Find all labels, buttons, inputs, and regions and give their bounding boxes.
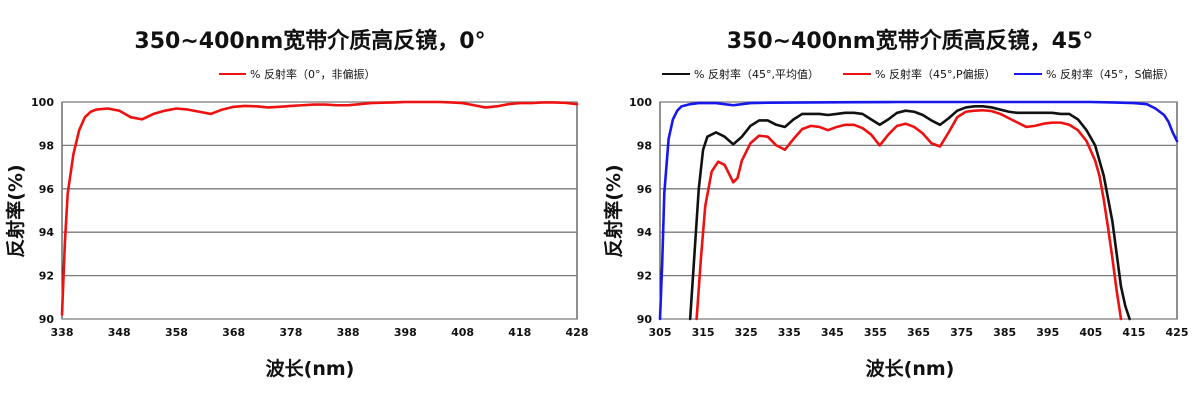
chart-right-y-axis-label: 反射率(%) [602,164,625,257]
chart-right-series-line-0 [688,105,1131,321]
chart-left-x-tick-label: 418 [508,326,531,339]
chart-right-y-tick-label: 100 [629,96,652,109]
chart-right-x-tick-label: 405 [1079,326,1102,339]
chart-left-y-tick-label: 94 [39,226,55,239]
chart-right-x-tick-label: 365 [907,326,930,339]
chart-right-x-tick-label: 315 [692,326,715,339]
chart-right: 350~400nm宽带介质高反镜，45° % 反射率（45°,平均值） % 反射… [602,28,1188,380]
chart-right-x-tick-label: 395 [1036,326,1059,339]
chart-right-y-tick-label: 92 [637,270,652,283]
chart-right-y-tick-label: 96 [637,183,653,196]
chart-left-x-tick-label: 428 [566,326,589,339]
chart-right-x-tick-label: 325 [735,326,758,339]
chart-left-x-tick-label: 388 [337,326,360,339]
chart-left-x-tick-label: 358 [165,326,188,339]
chart-left-x-tick-label: 338 [51,326,74,339]
chart-right-y-tick-label: 90 [637,313,653,326]
chart-left-x-tick-label: 408 [451,326,474,339]
chart-left-y-tick-label: 90 [39,313,55,326]
chart-right-legend-label-1: % 反射率（45°,P偏振） [875,67,996,81]
chart-left-legend-label-0: % 反射率（0°，非偏振） [250,67,375,81]
chart-right-x-tick-label: 355 [864,326,887,339]
chart-right-legend-label-0: % 反射率（45°,平均值） [694,67,819,81]
chart-right-y-ticks: 90 92 94 96 98 100 [629,96,652,326]
chart-right-y-tick-label: 94 [637,226,653,239]
chart-left-title: 350~400nm宽带介质高反镜，0° [134,28,485,54]
chart-left-x-tick-label: 368 [222,326,245,339]
chart-right-x-tick-label: 305 [649,326,672,339]
chart-right-x-tick-label: 425 [1166,326,1189,339]
chart-right-plot-frame [659,101,1178,320]
chart-right-x-axis-label: 波长(nm) [866,357,955,380]
chart-right-series-line-1 [695,108,1123,321]
chart-left-y-tick-label: 98 [39,139,54,152]
chart-right-x-tick-label: 415 [1122,326,1145,339]
chart-right-series [658,100,1179,321]
chart-right-y-tick-label: 98 [637,139,652,152]
chart-left: 350~400nm宽带介质高反镜，0° % 反射率（0°，非偏振） 90 92 94… [4,28,588,380]
chart-right-legend: % 反射率（45°,平均值） % 反射率（45°,P偏振） % 反射率（45°，… [662,67,1174,81]
chart-right-x-ticks: 305 315 325 335 345 355 365 375 385 395 405 415 425 [649,326,1189,339]
chart-left-gridlines [62,101,577,320]
chart-left-x-tick-label: 398 [394,326,417,339]
chart-right-x-tick-label: 345 [821,326,844,339]
chart-left-y-tick-label: 92 [39,270,54,283]
chart-left-x-axis-label: 波长(nm) [266,357,355,380]
chart-left-x-tick-label: 378 [279,326,302,339]
chart-right-x-tick-label: 385 [993,326,1016,339]
chart-left-y-tick-label: 100 [31,96,54,109]
chart-right-title: 350~400nm宽带介质高反镜，45° [727,28,1093,54]
chart-left-series [60,100,579,316]
chart-left-legend: % 反射率（0°，非偏振） [219,67,375,81]
chart-right-series-line-2 [658,100,1179,321]
chart-left-y-tick-label: 96 [39,183,55,196]
chart-left-y-axis-label: 反射率(%) [4,164,27,257]
chart-right-x-tick-label: 375 [950,326,973,339]
chart-right-legend-label-2: % 反射率（45°，S偏振） [1046,67,1174,81]
chart-left-x-tick-label: 348 [108,326,131,339]
chart-left-plot-frame [61,101,578,320]
chart-left-y-ticks: 90 92 94 96 98 100 [31,96,54,326]
chart-right-gridlines [660,101,1177,320]
chart-left-x-ticks: 338 348 358 368 378 388 398 408 418 428 [51,326,589,339]
chart-left-series-line-0 [60,100,579,316]
chart-right-x-tick-label: 335 [778,326,801,339]
